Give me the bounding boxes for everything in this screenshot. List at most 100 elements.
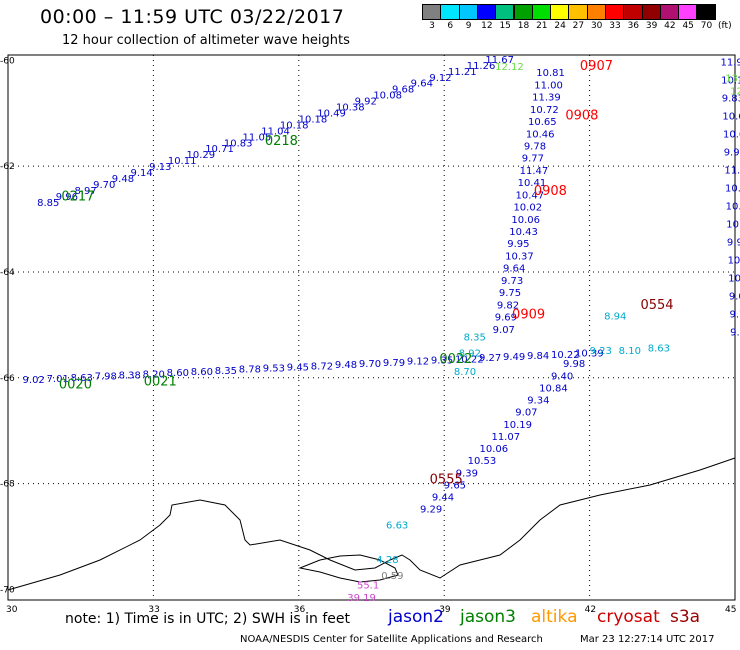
swh-value-label: 9.49	[503, 352, 525, 363]
swh-value-label: 9.23	[590, 346, 612, 357]
colorbar-tick-label: 70	[700, 21, 713, 31]
y-tick-label: -68	[0, 480, 15, 490]
swh-value-label: 9.96	[56, 192, 78, 203]
y-tick-label: -66	[0, 374, 15, 384]
swh-value-label: 8.35	[464, 333, 486, 344]
swh-value-label: 10.72	[530, 105, 559, 116]
colorbar-tick-label: 6	[447, 21, 454, 31]
pass-time-label: 0909	[512, 308, 545, 323]
swh-value-label: 9.40	[551, 371, 573, 382]
swh-value-label: 9.98	[563, 359, 585, 370]
swh-value-label: 10.06	[480, 444, 509, 455]
swh-value-label: 11.07	[491, 432, 520, 443]
swh-value-label: 10.66	[722, 112, 740, 123]
swh-value-label: 9.07	[515, 408, 537, 419]
swh-value-label: 10.18	[280, 120, 309, 131]
swh-value-label: 8.97	[74, 186, 96, 197]
swh-value-label: 10.17	[721, 76, 740, 87]
swh-value-label: 9.95	[507, 239, 529, 250]
map-grid	[8, 55, 735, 600]
swh-value-label: 10.81	[536, 68, 565, 79]
swh-value-label: 4.28	[376, 555, 398, 566]
swh-value-label: 9.82	[497, 300, 519, 311]
swh-value-label: 8.63	[648, 343, 670, 354]
swh-value-label: 10.65	[528, 117, 557, 128]
swh-value-label: 9.73	[501, 276, 523, 287]
swh-value-label: 10.41	[518, 178, 547, 189]
swh-value-label: 9.68	[730, 327, 740, 338]
legend-cryosat: cryosat	[597, 607, 660, 627]
legend-jason2: jason2	[388, 607, 444, 627]
colorbar-tick-label: 15	[499, 21, 511, 31]
pass-time-label: 0022	[439, 352, 472, 367]
y-tick-label: -62	[0, 162, 15, 172]
swh-value-label: 8.60	[191, 367, 213, 378]
swh-value-label: 9.44	[432, 493, 454, 504]
swh-value-label: 10.02	[513, 203, 542, 214]
pass-time-label: 0908	[565, 109, 598, 124]
colorbar-tick-label: 3	[429, 21, 435, 31]
swh-value-label: 10.53	[468, 456, 497, 467]
swh-value-label: 9.70	[93, 180, 115, 191]
swh-value-label: 9.29	[420, 505, 442, 516]
pass-time-label: 0554	[640, 298, 673, 313]
swh-value-label: 10.46	[526, 129, 555, 140]
swh-value-label: 9.07	[493, 325, 515, 336]
colorbar-tick-label: 18	[517, 21, 530, 31]
swh-value-label: 8.38	[119, 370, 141, 381]
swh-value-label: 9.92	[355, 97, 377, 108]
swh-value-label: 10.47	[516, 190, 545, 201]
swh-value-label: 11.96	[720, 58, 740, 69]
swh-value-label: 9.53	[263, 364, 285, 375]
swh-value-label: 8.35	[215, 366, 237, 377]
pass-time-label: 0217	[61, 190, 94, 205]
pass-time-label: 0555	[430, 473, 463, 488]
swh-value-label: 8.63	[71, 373, 93, 384]
colorbar-tick-label: 9	[465, 21, 472, 31]
pass-time-label: 0218	[265, 134, 298, 149]
swh-value-label: 9.14	[130, 168, 152, 179]
swh-value-label: 9.35	[431, 356, 453, 367]
swh-value-label: 10.34	[728, 255, 740, 266]
swh-value-label: 55.1	[357, 580, 379, 591]
x-tick-label: 45	[725, 605, 736, 615]
colorbar-tick-label: 21	[536, 21, 548, 31]
swh-value-label: 10.06	[511, 215, 540, 226]
swh-value-label: 11.67	[485, 55, 514, 66]
swh-value-label: 8.20	[143, 369, 165, 380]
pass-time-label: 0021	[144, 375, 177, 390]
swh-value-label: 7.98	[95, 372, 117, 383]
x-tick-label: 39	[439, 605, 451, 615]
peninsula	[298, 554, 399, 583]
swh-value-label: 12.12	[495, 62, 524, 73]
swh-value-label: 9.48	[335, 360, 357, 371]
colorbar-tick-label: 33	[609, 21, 621, 31]
swh-value-label: 9.64	[411, 79, 433, 90]
swh-value-label: 10.49	[317, 109, 346, 120]
track-labels: 8.859.968.979.709.489.149.1310.1110.2910…	[23, 55, 740, 604]
swh-value-label: 9.34	[527, 396, 549, 407]
swh-value-label: 11.05	[243, 132, 272, 143]
y-tick-label: -64	[0, 268, 15, 278]
colorbar-tick-label: 42	[664, 21, 676, 31]
footer-credit: NOAA/NESDIS Center for Satellite Applica…	[240, 634, 543, 645]
swh-value-label: 9.64	[503, 264, 525, 275]
swh-value-label: 9.96	[724, 148, 740, 159]
swh-value-label: 8.78	[239, 365, 261, 376]
swh-value-label: 6.63	[386, 521, 408, 532]
swh-value-label: 9.78	[524, 141, 546, 152]
swh-value-label: 10.18	[299, 114, 328, 125]
swh-value-label: 10.37	[505, 251, 534, 262]
swh-value-label: 10.71	[205, 144, 234, 155]
swh-value-label: 9.12	[407, 357, 429, 368]
coastline	[7, 457, 736, 591]
swh-value-label: 10.29	[187, 150, 216, 161]
map-title: 00:00 – 11:59 UTC 03/22/2017	[40, 6, 345, 28]
swh-value-label: 10.84	[539, 383, 568, 394]
swh-value-label: 9.79	[383, 358, 405, 369]
swh-value-label: 10.90	[725, 184, 740, 195]
swh-value-label: 9.68	[392, 85, 414, 96]
swh-value-label: 10.08	[373, 91, 402, 102]
pass-time-label: 0907	[580, 59, 613, 74]
footer-timestamp: Mar 23 12:27:14 UTC 2017	[580, 634, 715, 645]
